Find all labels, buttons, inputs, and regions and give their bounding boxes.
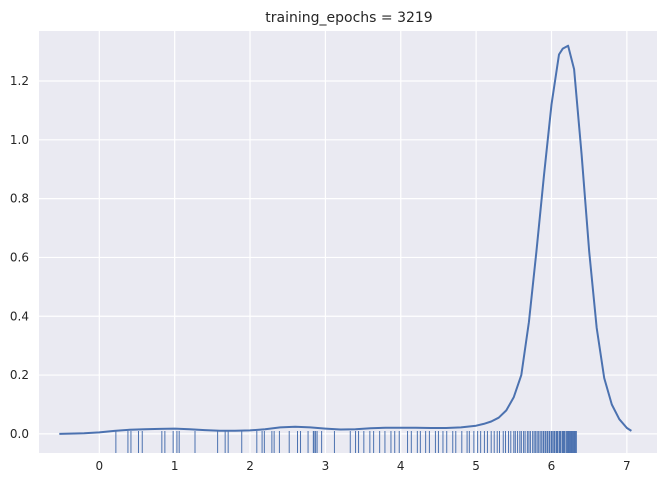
y-tick-label: 0.2 bbox=[10, 368, 29, 382]
y-tick-label: 1.2 bbox=[10, 74, 29, 88]
y-tick-label: 0.6 bbox=[10, 250, 29, 264]
y-tick-label: 0.8 bbox=[10, 192, 29, 206]
x-tick-labels: 0 1 2 3 4 5 6 7 bbox=[95, 459, 630, 473]
grid-lines bbox=[39, 31, 657, 453]
x-tick-label: 7 bbox=[623, 459, 631, 473]
y-tick-label: 0.4 bbox=[10, 309, 29, 323]
y-tick-label: 0.0 bbox=[10, 427, 29, 441]
x-tick-label: 5 bbox=[472, 459, 480, 473]
x-tick-label: 0 bbox=[95, 459, 103, 473]
chart-title: training_epochs = 3219 bbox=[265, 10, 432, 26]
x-tick-label: 6 bbox=[548, 459, 556, 473]
plot-area bbox=[39, 31, 657, 453]
kde-line bbox=[59, 44, 632, 435]
rug-marks bbox=[115, 431, 577, 453]
x-tick-label: 3 bbox=[322, 459, 330, 473]
y-tick-labels: 0.0 0.2 0.4 0.6 0.8 1.0 1.2 bbox=[10, 74, 29, 441]
x-tick-label: 1 bbox=[171, 459, 179, 473]
y-tick-label: 1.0 bbox=[10, 133, 29, 147]
x-tick-label: 2 bbox=[246, 459, 254, 473]
x-tick-label: 4 bbox=[397, 459, 405, 473]
